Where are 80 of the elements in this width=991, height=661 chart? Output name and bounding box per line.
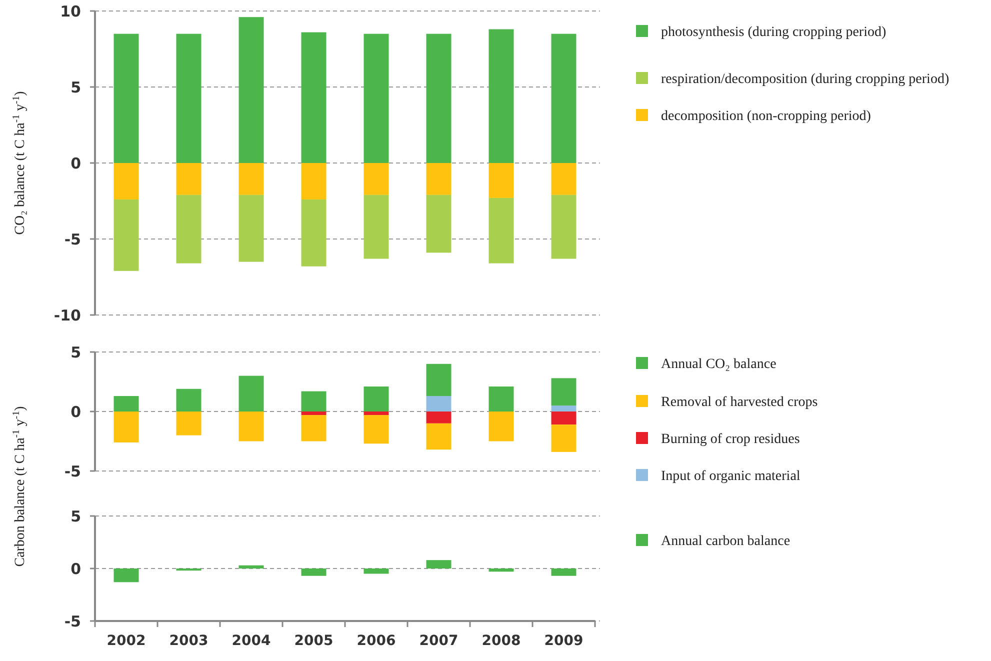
bar: [114, 163, 139, 200]
bar: [176, 163, 202, 195]
bar: [488, 29, 514, 163]
y-tick-label: 5: [70, 78, 81, 96]
legend-label: Annual carbon balance: [661, 534, 790, 549]
bar: [238, 194, 264, 262]
bar: [551, 406, 576, 412]
bar: [176, 194, 202, 264]
bar: [114, 568, 139, 582]
x-tick-label: 2009: [544, 633, 584, 649]
bar: [301, 32, 326, 163]
bar: [426, 560, 452, 568]
y-tick-label: -10: [54, 306, 81, 324]
bar: [114, 396, 139, 412]
bar: [551, 163, 576, 195]
bar: [426, 412, 452, 424]
bar: [364, 386, 389, 412]
x-tick-label: 2005: [294, 633, 334, 649]
bar: [488, 386, 514, 412]
x-tick-label: 2008: [482, 633, 521, 649]
bar: [176, 34, 202, 163]
y-tick-label: 5: [70, 343, 81, 362]
legend-label: decomposition (non-cropping period): [661, 108, 872, 124]
legend-label: Burning of crop residues: [661, 432, 800, 447]
bar: [551, 424, 576, 452]
y-tick-label: -5: [64, 230, 81, 248]
x-tick-label: 2003: [169, 633, 208, 649]
bar: [238, 17, 264, 163]
bar: [364, 34, 389, 163]
bar: [301, 568, 326, 576]
bar: [551, 568, 576, 576]
bar: [364, 163, 389, 195]
bar: [551, 378, 576, 406]
x-tick-label: 2004: [232, 633, 271, 649]
bar: [364, 415, 389, 444]
bar: [114, 199, 139, 271]
bar: [364, 412, 389, 416]
bar: [301, 391, 326, 412]
bar: [426, 396, 452, 412]
y-tick-label: 0: [70, 560, 81, 578]
legend-label: respiration/decomposition (during cropping period): [661, 72, 950, 87]
x-tick-label: 2006: [356, 633, 396, 649]
bar: [551, 34, 576, 163]
bar: [114, 412, 139, 442]
bar: [364, 194, 389, 259]
bar: [301, 415, 326, 442]
y-tick-label: -5: [64, 462, 81, 480]
bar: [426, 194, 452, 253]
y-tick-label: 0: [70, 154, 81, 172]
bar: [238, 412, 264, 442]
bar: [238, 163, 264, 195]
bar: [426, 163, 452, 195]
y-tick-label: 0: [70, 402, 81, 421]
bar: [551, 194, 576, 259]
legend-label: Annual CO₂ balance: [661, 356, 776, 372]
bar: [426, 364, 452, 396]
bar: [301, 412, 326, 416]
bar: [488, 568, 514, 572]
bar: [114, 34, 139, 163]
bar: [426, 34, 452, 163]
bar: [176, 412, 202, 436]
bar: [238, 376, 264, 412]
legend-label: Input of organic material: [661, 468, 800, 484]
bar: [551, 412, 576, 425]
bar: [488, 198, 514, 264]
bar: [301, 163, 326, 200]
y-tick-label: -5: [64, 612, 81, 630]
bar: [426, 423, 452, 450]
x-tick-label: 2002: [106, 633, 146, 649]
bar: [488, 412, 514, 442]
legend-label: Removal of harvested crops: [661, 394, 818, 410]
x-tick-label: 2007: [419, 633, 458, 649]
y-tick-label: 10: [60, 2, 81, 20]
bar: [488, 163, 514, 198]
bar: [238, 565, 264, 568]
legend-label: photosynthesis (during cropping period): [661, 24, 886, 40]
bar: [176, 388, 202, 412]
y-tick-label: 5: [70, 507, 81, 526]
bar: [301, 199, 326, 266]
bar: [364, 568, 389, 574]
